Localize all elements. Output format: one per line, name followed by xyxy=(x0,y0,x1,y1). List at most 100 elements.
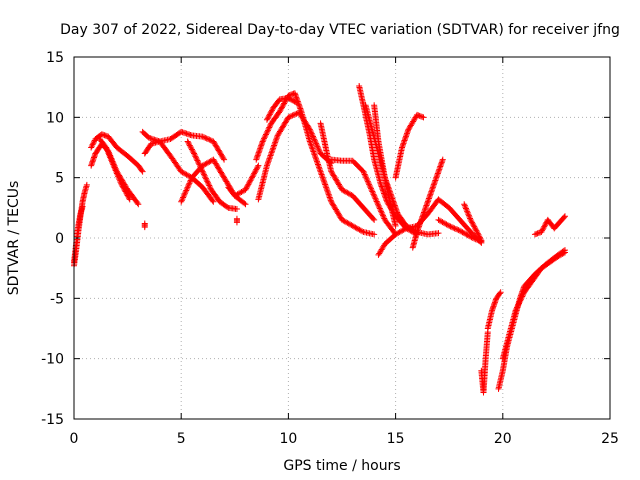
data-point-marker xyxy=(558,251,565,258)
data-point-marker xyxy=(203,176,210,183)
data-point-marker xyxy=(139,168,146,175)
data-point-marker xyxy=(326,194,333,201)
data-point-marker xyxy=(114,171,121,178)
data-point-marker xyxy=(200,171,207,178)
data-point-marker xyxy=(447,223,454,230)
data-point-marker xyxy=(252,167,259,174)
data-point-marker xyxy=(371,192,378,199)
data-point-marker xyxy=(364,177,371,184)
data-point-marker xyxy=(316,164,323,171)
data-point-marker xyxy=(323,184,330,191)
data-point-marker xyxy=(260,137,267,144)
data-point-marker xyxy=(135,201,142,208)
x-tick-label: 5 xyxy=(177,431,186,447)
x-tick-label: 0 xyxy=(70,431,79,447)
data-point-marker xyxy=(465,232,472,239)
data-point-marker xyxy=(359,228,366,235)
data-point-marker xyxy=(270,143,277,150)
data-point-marker xyxy=(309,132,316,139)
data-point-marker xyxy=(311,151,318,158)
data-point-marker xyxy=(307,141,314,148)
data-point-marker xyxy=(517,297,524,304)
data-point-marker xyxy=(245,181,252,188)
data-point-marker xyxy=(467,215,474,222)
data-point-marker xyxy=(379,212,386,219)
data-point-marker xyxy=(184,184,191,191)
data-point-marker xyxy=(247,177,254,184)
data-point-marker xyxy=(272,138,279,145)
series-arc-29 xyxy=(495,247,568,392)
data-point-marker xyxy=(199,168,206,175)
data-point-marker xyxy=(279,103,286,110)
data-point-marker xyxy=(317,168,324,175)
data-point-marker xyxy=(455,227,462,234)
data-point-marker xyxy=(186,180,193,187)
data-point-marker xyxy=(311,152,318,159)
data-point-marker xyxy=(292,111,299,118)
data-point-marker xyxy=(190,149,197,156)
data-point-marker xyxy=(378,208,385,215)
data-point-marker xyxy=(286,113,293,120)
data-point-marker xyxy=(202,175,209,182)
data-point-marker xyxy=(110,163,117,170)
data-point-marker xyxy=(113,170,120,177)
data-point-marker xyxy=(365,179,372,186)
data-point-marker xyxy=(515,301,522,308)
data-point-marker xyxy=(242,201,249,208)
y-tick-label: -10 xyxy=(41,352,64,368)
data-point-marker xyxy=(221,156,228,163)
data-point-marker xyxy=(307,127,314,134)
data-point-marker xyxy=(325,190,332,197)
data-point-marker xyxy=(450,224,457,231)
data-point-marker xyxy=(314,143,321,150)
data-point-marker xyxy=(224,203,231,210)
data-point-marker xyxy=(465,211,472,218)
data-point-marker xyxy=(496,290,503,297)
data-point-marker xyxy=(109,160,116,167)
data-point-marker xyxy=(126,195,133,202)
series-arc-22 xyxy=(392,111,427,181)
data-point-marker xyxy=(380,214,387,221)
data-point-marker xyxy=(188,146,195,153)
data-point-marker xyxy=(184,138,191,145)
data-point-marker xyxy=(108,157,115,164)
data-point-marker xyxy=(561,214,568,221)
data-point-marker xyxy=(191,150,198,157)
series-arc-16 xyxy=(317,120,378,223)
data-point-marker xyxy=(243,185,250,192)
data-point-marker xyxy=(251,170,258,177)
data-point-marker xyxy=(327,197,334,204)
data-point-marker xyxy=(326,193,333,200)
data-point-marker xyxy=(374,201,381,208)
data-point-marker xyxy=(197,164,204,171)
data-point-marker xyxy=(263,116,270,123)
data-point-marker xyxy=(180,193,187,200)
data-point-marker xyxy=(246,180,253,187)
data-point-marker xyxy=(119,183,126,190)
data-point-marker xyxy=(315,144,322,151)
data-point-marker xyxy=(316,165,323,172)
data-point-marker xyxy=(244,182,251,189)
data-point-marker xyxy=(370,191,377,198)
data-point-marker xyxy=(186,141,193,148)
data-point-marker xyxy=(188,145,195,152)
data-point-marker xyxy=(369,189,376,196)
data-point-marker xyxy=(456,227,463,234)
data-point-marker xyxy=(364,178,371,185)
data-point-marker xyxy=(541,223,548,230)
data-point-marker xyxy=(266,155,273,162)
data-point-marker xyxy=(470,222,477,229)
data-point-marker xyxy=(366,181,373,188)
y-tick-label: -15 xyxy=(41,412,64,428)
data-point-marker xyxy=(248,174,255,181)
data-point-marker xyxy=(242,186,249,193)
data-point-marker xyxy=(515,300,522,307)
data-point-marker xyxy=(476,234,483,241)
data-point-marker xyxy=(460,229,467,236)
data-point-marker xyxy=(471,223,478,230)
series-arc-13 xyxy=(253,90,378,238)
data-point-marker xyxy=(203,135,210,142)
data-point-marker xyxy=(324,188,331,195)
data-point-marker xyxy=(206,183,213,190)
data-point-marker xyxy=(265,114,272,121)
